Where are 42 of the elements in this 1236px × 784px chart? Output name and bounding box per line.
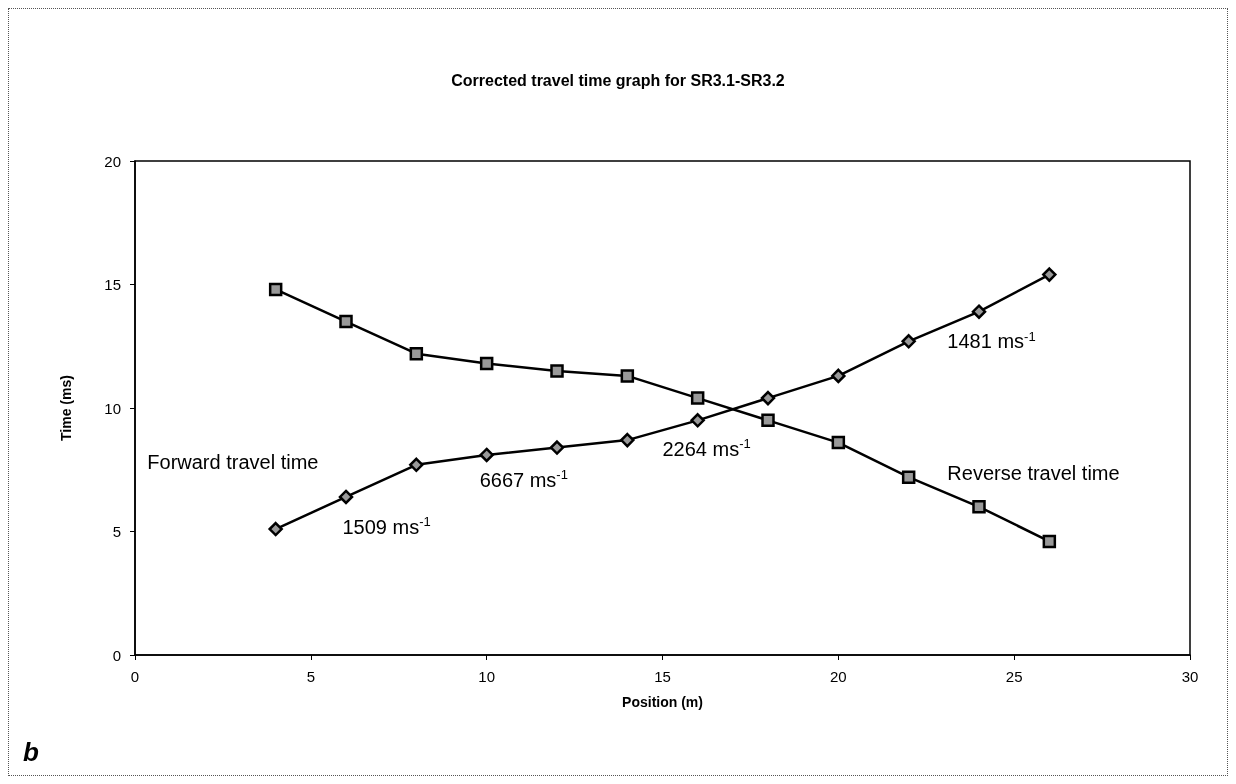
point	[901, 470, 916, 484]
y-tick-label: 15	[104, 276, 121, 293]
y-tick-label: 0	[112, 646, 121, 664]
point	[620, 369, 635, 383]
point	[690, 391, 705, 405]
y-tick-label: 5	[112, 523, 121, 540]
text: b	[23, 737, 39, 767]
point	[760, 390, 776, 406]
point	[268, 282, 283, 297]
y-tick-label: 20	[104, 152, 121, 170]
point	[338, 489, 354, 505]
point	[409, 346, 424, 361]
x-tick-label: 0	[130, 668, 140, 685]
x-tick-label: 20	[829, 668, 847, 685]
x-tick-label: 25	[1005, 668, 1023, 685]
point	[901, 334, 916, 349]
point	[761, 413, 775, 428]
point	[479, 447, 494, 463]
x-tick-label: 10	[478, 668, 496, 685]
point	[831, 368, 846, 384]
point	[339, 314, 353, 329]
point	[831, 435, 846, 450]
point	[972, 500, 986, 514]
point	[549, 440, 565, 455]
point	[1042, 534, 1057, 549]
point	[479, 356, 494, 371]
x-tick-label: 5	[306, 668, 316, 685]
point	[1042, 267, 1057, 282]
point	[971, 304, 987, 319]
x-axis-title: Position (m)	[622, 694, 703, 710]
point	[268, 521, 283, 537]
chart-title: Corrected travel time graph for SR3.1-SR3.2	[451, 71, 785, 89]
point	[550, 364, 564, 378]
x-tick-label: 30	[1181, 668, 1199, 685]
series-label: Reverse travel time	[947, 462, 1120, 485]
x-tick-label: 15	[654, 668, 671, 685]
point	[620, 432, 635, 448]
series-label: Forward travel time	[147, 451, 319, 474]
y-axis-title: Time (ms)	[58, 375, 74, 441]
y-tick-label: 10	[104, 399, 121, 417]
point	[409, 457, 424, 473]
point	[690, 413, 705, 428]
